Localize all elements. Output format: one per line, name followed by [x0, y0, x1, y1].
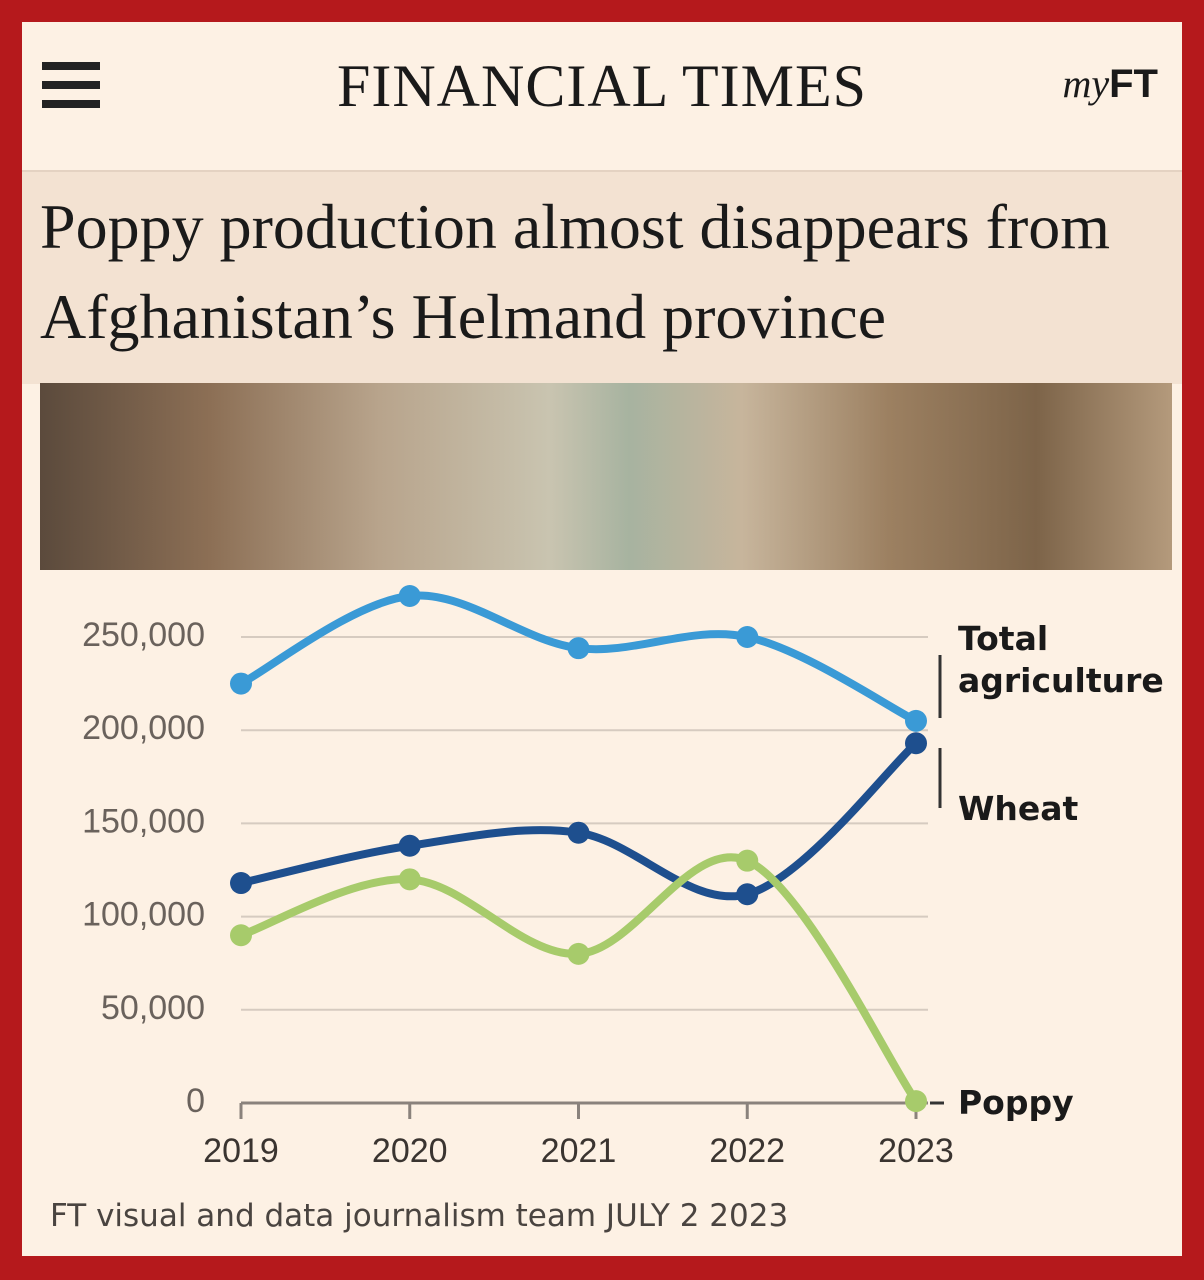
series-label: Wheat — [958, 789, 1079, 828]
title-band — [22, 170, 1182, 384]
point — [736, 883, 759, 906]
chart-title: Poppy production almost disappears from … — [40, 191, 1111, 352]
series-line — [237, 853, 920, 1106]
myft-link[interactable]: myFT — [1062, 60, 1158, 107]
point — [230, 672, 252, 695]
x-tick-label: 2023 — [878, 1132, 954, 1170]
point — [905, 1090, 927, 1113]
myft-my: my — [1062, 61, 1110, 106]
series-label: Total agriculture — [958, 619, 1164, 700]
point — [398, 834, 421, 857]
y-tick-label: 50,000 — [101, 989, 205, 1027]
point — [398, 584, 421, 607]
x-tick-label: 2020 — [372, 1132, 448, 1170]
hero-image — [40, 383, 1172, 570]
y-tick-label: 150,000 — [82, 802, 205, 840]
source: FT visual and data journalism team JULY … — [50, 1198, 789, 1234]
y-tick-label: 100,000 — [82, 896, 205, 934]
point — [736, 849, 759, 872]
series-line — [237, 739, 920, 901]
point — [230, 872, 252, 895]
brand[interactable]: FINANCIAL TIMES — [336, 53, 867, 119]
point — [905, 709, 927, 732]
menu-button[interactable] — [42, 62, 100, 108]
series-label: Poppy — [958, 1083, 1074, 1122]
x-tick-label: 2022 — [709, 1132, 785, 1170]
x-tick-label: 2021 — [541, 1132, 617, 1170]
point — [736, 626, 759, 648]
point — [905, 732, 927, 755]
y-tick-label: 0 — [186, 1082, 205, 1120]
point — [398, 868, 421, 891]
y-tick-label: 250,000 — [82, 616, 205, 654]
y-tick-label: 200,000 — [82, 709, 205, 747]
myft-ft: FT — [1109, 62, 1158, 106]
point — [567, 942, 590, 965]
point — [230, 924, 252, 947]
x-tick-label: 2019 — [203, 1132, 279, 1170]
point — [567, 637, 590, 660]
point — [567, 821, 590, 844]
